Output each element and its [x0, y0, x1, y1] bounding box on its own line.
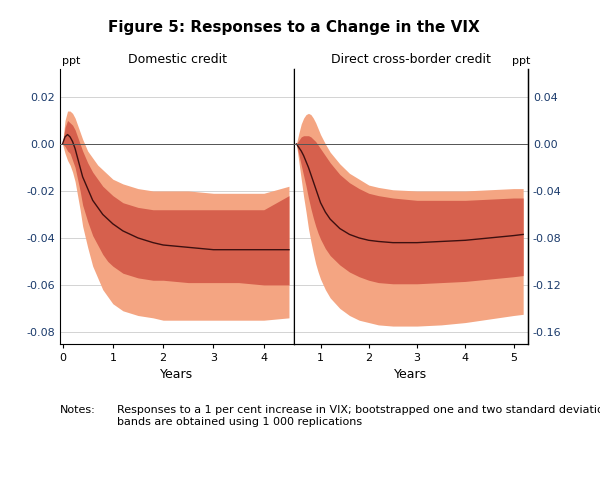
Title: Direct cross-border credit: Direct cross-border credit: [331, 53, 491, 66]
Text: ppt: ppt: [512, 56, 530, 66]
Text: Responses to a 1 per cent increase in VIX; bootstrapped one and two standard dev: Responses to a 1 per cent increase in VI…: [117, 405, 600, 427]
X-axis label: Years: Years: [394, 368, 428, 382]
Title: Domestic credit: Domestic credit: [128, 53, 227, 66]
X-axis label: Years: Years: [160, 368, 194, 382]
Text: Figure 5: Responses to a Change in the VIX: Figure 5: Responses to a Change in the V…: [108, 20, 480, 35]
Text: Notes:: Notes:: [60, 405, 96, 415]
Text: ppt: ppt: [62, 56, 81, 66]
